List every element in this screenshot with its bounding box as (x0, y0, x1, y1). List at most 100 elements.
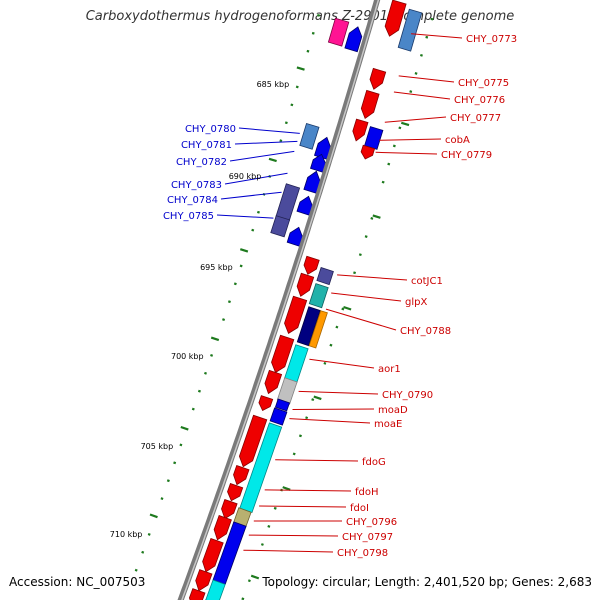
label-fdo-h-leader (264, 489, 352, 492)
major-tick (149, 513, 158, 519)
minor-tick (247, 579, 251, 583)
minor-tick (251, 228, 255, 232)
kbp-label: 685 kbp (257, 80, 290, 89)
gene-chy-0777 (352, 118, 369, 142)
label-chy-0798: CHY_0798 (337, 548, 388, 559)
label-chy-0782-leader (229, 150, 295, 162)
gene-chy-0781 (314, 136, 332, 160)
gene-chy-0773 (384, 0, 407, 37)
minor-tick (134, 568, 138, 572)
minor-tick (197, 389, 201, 393)
minor-tick (323, 361, 327, 365)
minor-tick (425, 35, 429, 39)
backbone-highlight (181, 0, 380, 600)
minor-tick (358, 253, 362, 257)
label-chy-0797: CHY_0797 (342, 532, 393, 543)
minor-tick (179, 443, 183, 447)
kbp-label: 710 kbp (110, 530, 143, 539)
gene-features (188, 0, 423, 600)
gene-chy-0798 (195, 569, 213, 592)
minor-tick (414, 72, 418, 75)
gene-chy-0776 (360, 89, 380, 120)
label-moa-e: moaE (374, 419, 402, 430)
gene-chy-0775 (369, 67, 387, 90)
label-chy-0783: CHY_0783 (171, 180, 222, 191)
gene-chy-0798-cyan (205, 579, 226, 600)
label-aor1: aor1 (378, 364, 401, 375)
label-chy-0784-leader (220, 191, 282, 200)
label-chy-0781-leader (234, 140, 298, 145)
major-tick (282, 486, 291, 491)
label-fdo-g: fdoG (362, 457, 386, 468)
label-chy-0780: CHY_0780 (185, 124, 236, 135)
gene-moad (258, 395, 274, 412)
label-cot-jc1: cotJC1 (411, 276, 443, 287)
gene-moae (269, 407, 288, 426)
major-tick (313, 395, 322, 401)
minor-tick (298, 434, 302, 438)
minor-tick (141, 550, 145, 554)
gene-chy-0779 (360, 144, 376, 160)
gene-coba (364, 126, 384, 150)
label-fdo-i-leader (259, 505, 347, 508)
label-layer: 685 kbp 690 kbp 695 kbp 700 kbp 705 kbp 710 k… (110, 34, 517, 559)
label-fdo-h: fdoH (355, 487, 379, 498)
minor-tick (370, 216, 374, 220)
label-chy-0790-leader (298, 390, 379, 395)
gene-fdoh (233, 464, 250, 486)
gene-chy-0788 (284, 295, 308, 334)
minor-tick (295, 85, 299, 89)
label-cot-jc1-leader (337, 274, 408, 281)
gene-aor1 (271, 334, 295, 374)
minor-tick (227, 300, 231, 304)
label-chy-0777-leader (384, 116, 447, 123)
label-chy-0782: CHY_0782 (176, 157, 227, 168)
leader-lines (216, 33, 463, 553)
label-moa-d-leader (292, 408, 375, 410)
minor-tick (430, 17, 434, 21)
label-chy-0798-leader (243, 549, 334, 553)
gene-moad-blue (274, 398, 291, 412)
label-glp-x-leader (331, 292, 402, 302)
gene-chy-0783 (303, 170, 321, 194)
label-cob-a-leader (379, 138, 442, 141)
gene-chy-0785-box (270, 215, 291, 238)
accession-text: Accession: NC_007503 (9, 575, 146, 589)
gene-fdog (238, 414, 268, 468)
major-tick (210, 336, 220, 342)
label-chy-0790: CHY_0790 (382, 390, 433, 401)
minor-tick (292, 452, 296, 456)
minor-tick (398, 126, 402, 130)
gene-fdoi (221, 498, 238, 520)
gene-cotjc1 (303, 255, 320, 275)
kbp-label: 705 kbp (141, 442, 174, 451)
gene-glpx (296, 272, 315, 297)
gene-chy-0774 (397, 8, 423, 52)
label-chy-0797-leader (248, 534, 339, 537)
label-chy-0777: CHY_0777 (450, 113, 501, 124)
label-chy-0788-leader (325, 308, 397, 331)
minor-tick (256, 210, 260, 214)
topology-summary: Topology: circular; Length: 2,401,520 bp… (262, 575, 592, 589)
major-tick (180, 425, 189, 431)
gene-chy-0788-navy (296, 306, 321, 347)
label-chy-0779-leader (375, 151, 438, 155)
label-glp-x: glpX (405, 297, 427, 308)
minor-tick (305, 416, 309, 420)
minor-tick (290, 103, 294, 107)
gene-teal (308, 283, 329, 309)
label-chy-0775-leader (398, 75, 455, 83)
minor-tick (191, 407, 195, 411)
major-tick (239, 248, 249, 253)
gene-chy-0784 (296, 195, 313, 216)
major-tick (400, 121, 410, 127)
minor-tick (260, 543, 264, 546)
major-tick (268, 157, 277, 163)
minor-tick (204, 371, 207, 375)
gene-chy-0796 (213, 514, 232, 541)
label-chy-0784: CHY_0784 (167, 195, 218, 206)
minor-tick (160, 497, 164, 501)
gene-chy-0788-orange (308, 310, 328, 349)
label-chy-0773-leader (411, 33, 463, 39)
